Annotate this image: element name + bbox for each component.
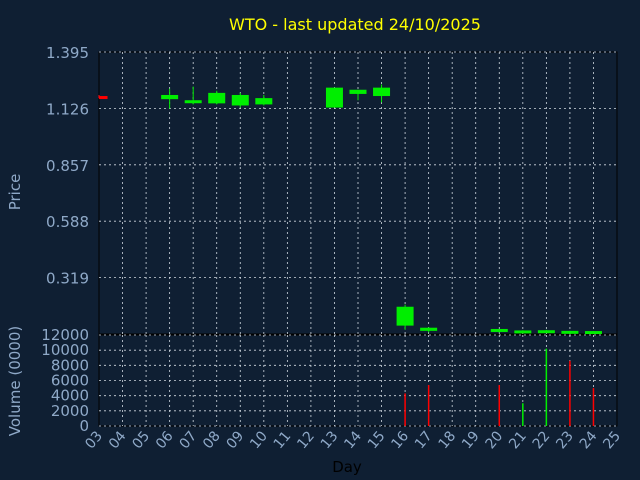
price-tick-label: 1.395: [46, 44, 89, 62]
x-tick-label: 20: [483, 428, 507, 452]
candle-body: [255, 98, 273, 105]
candle: [396, 304, 414, 330]
candle-body: [184, 100, 202, 104]
x-tick-label: 18: [436, 428, 460, 452]
candle-body: [561, 330, 579, 334]
candle: [231, 92, 249, 108]
volume-tick-label: 6000: [51, 372, 89, 390]
chart-title: WTO - last updated 24/10/2025: [229, 15, 481, 34]
candle: [208, 90, 226, 105]
x-tick-label: 05: [129, 428, 153, 452]
x-tick-label: 15: [365, 428, 389, 452]
volume-bar: [569, 360, 571, 426]
candle-body: [99, 96, 108, 100]
x-tick-label: 23: [553, 428, 577, 452]
candle: [349, 89, 367, 101]
candle: [514, 330, 532, 334]
price-tick-label: 0.857: [46, 157, 89, 175]
candle: [490, 328, 508, 333]
x-tick-label: 08: [200, 428, 224, 452]
volume-bar: [545, 348, 548, 426]
candle: [537, 329, 555, 334]
x-tick-label: 04: [106, 428, 130, 452]
price-tick-label: 1.126: [46, 100, 89, 118]
candle-body: [373, 87, 391, 97]
candle: [420, 327, 438, 333]
x-tick-label: 17: [412, 428, 436, 452]
price-tick-label: 0.319: [46, 270, 89, 288]
candle-body: [231, 94, 249, 106]
volume-tick-label: 12000: [41, 326, 89, 344]
candle: [325, 87, 343, 108]
volume-tick-label: 4000: [51, 387, 89, 405]
x-tick-label: 16: [388, 428, 412, 452]
x-tick-label: 11: [271, 428, 295, 452]
candle: [561, 330, 579, 334]
candle: [255, 94, 273, 106]
candle: [584, 331, 602, 335]
candle: [161, 88, 179, 109]
price-tick-label: 0.588: [46, 213, 89, 231]
x-tick-label: 22: [530, 428, 554, 452]
x-tick-label: 09: [224, 428, 248, 452]
x-tick-label: 19: [459, 428, 483, 452]
x-tick-label: 12: [294, 428, 318, 452]
candle: [184, 86, 202, 105]
candle: [98, 94, 108, 100]
candle: [373, 84, 391, 103]
candle-body: [420, 327, 438, 331]
candle-body: [396, 306, 414, 326]
volume-bar: [498, 385, 501, 426]
volume-tick-label: 2000: [51, 402, 89, 420]
candle-body: [325, 87, 343, 108]
candle-body: [490, 328, 508, 332]
volume-bar: [592, 388, 595, 426]
candle-body: [537, 330, 555, 334]
x-tick-label: 21: [506, 428, 530, 452]
candle-body: [584, 331, 602, 335]
x-tick-label: 13: [318, 428, 342, 452]
candle-body: [514, 330, 532, 334]
x-tick-label: 06: [153, 428, 177, 452]
x-tick-label: 10: [247, 428, 271, 452]
volume-tick-label: 10000: [41, 341, 89, 359]
day-axis-label: Day: [332, 458, 362, 476]
x-tick-label: 14: [341, 428, 365, 452]
candle-body: [208, 92, 226, 104]
volume-bar: [522, 403, 524, 426]
volume-tick-label: 8000: [51, 356, 89, 374]
x-tick-label: 24: [577, 428, 601, 452]
candle-body: [349, 89, 367, 94]
volume-bar: [404, 393, 406, 426]
x-tick-label: 25: [600, 428, 624, 452]
volume-tick-label: 0: [79, 417, 89, 435]
candle-body: [161, 94, 179, 100]
x-tick-label: 07: [177, 428, 201, 452]
volume-axis-label: Volume (0000): [6, 326, 24, 436]
volume-bar: [427, 385, 430, 426]
price-axis-label: Price: [6, 174, 24, 211]
